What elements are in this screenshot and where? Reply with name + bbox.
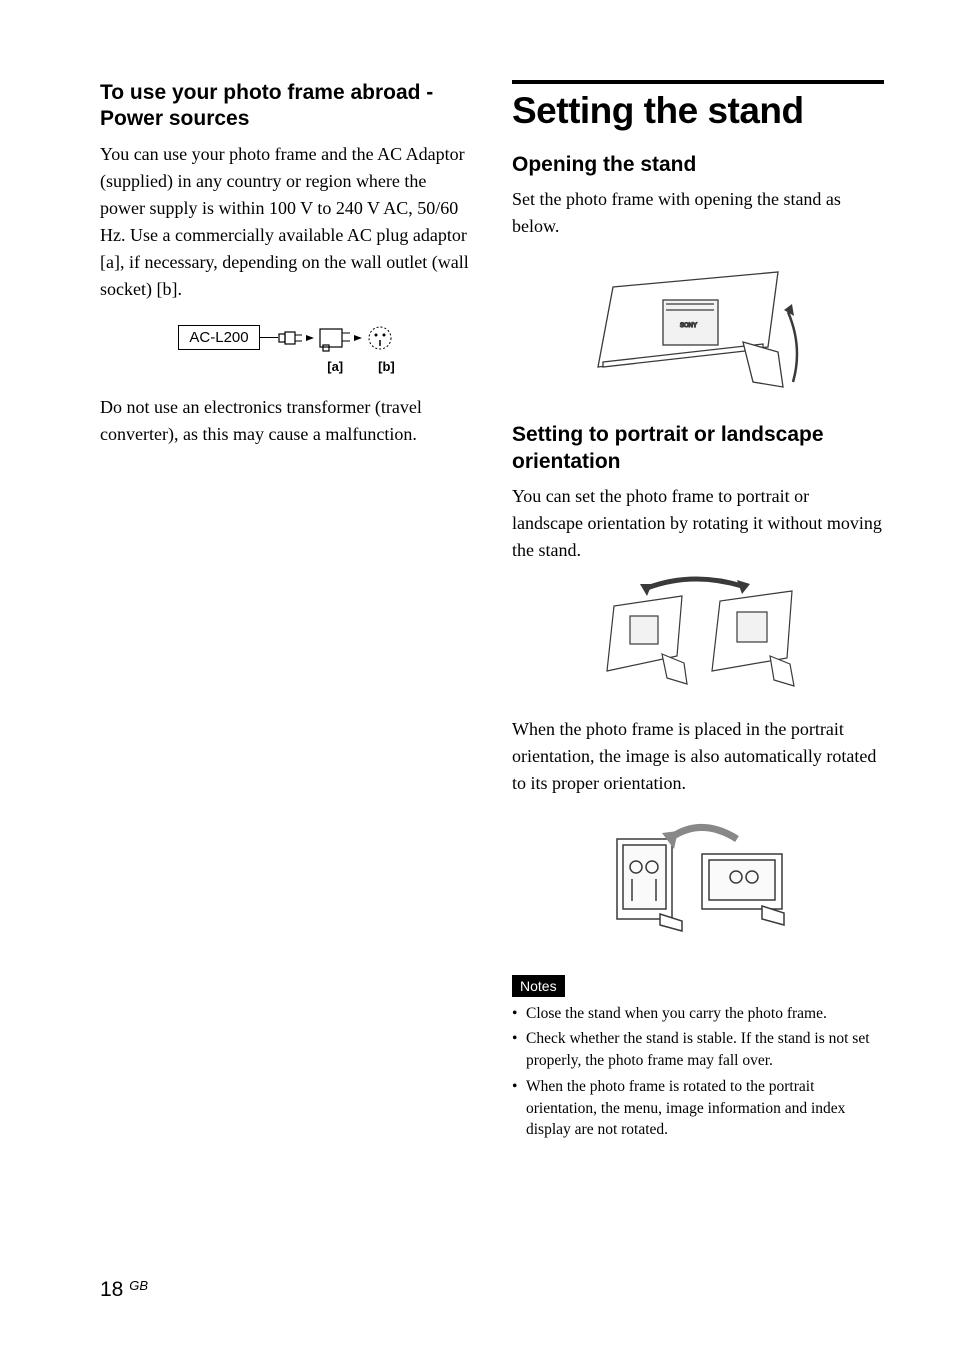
adaptor-block-icon <box>318 323 352 353</box>
left-subhead: To use your photo frame abroad - Power s… <box>100 80 472 133</box>
figure-stand-open: SONY <box>568 252 828 402</box>
figure-auto-rotate <box>602 809 792 939</box>
list-item: Close the stand when you carry the photo… <box>512 1003 884 1025</box>
diagram-label-a: [a] <box>327 359 343 374</box>
heading-rule <box>512 80 884 84</box>
page-num: 18 <box>100 1278 123 1301</box>
left-para1: You can use your photo frame and the AC … <box>100 141 472 303</box>
plug-jack-icon <box>278 329 304 347</box>
adaptor-diagram: AC-L200 <box>100 323 472 353</box>
adaptor-model-label: AC-L200 <box>178 325 259 350</box>
list-item: Check whether the stand is stable. If th… <box>512 1028 884 1071</box>
diagram-label-b: [b] <box>378 359 395 374</box>
left-para2: Do not use an electronics transformer (t… <box>100 394 472 448</box>
page-number: 18 GB <box>100 1278 148 1302</box>
figure-rotate-stand <box>592 576 802 696</box>
notes-list: Close the stand when you carry the photo… <box>512 1003 884 1141</box>
right-para2: You can set the photo frame to portrait … <box>512 483 884 564</box>
right-subhead1: Opening the stand <box>512 152 884 178</box>
svg-text:SONY: SONY <box>680 323 697 329</box>
arrow-icon <box>304 333 318 343</box>
notes-label: Notes <box>512 975 565 997</box>
right-para3: When the photo frame is placed in the po… <box>512 716 884 797</box>
list-item: When the photo frame is rotated to the p… <box>512 1076 884 1141</box>
page-lang: GB <box>129 1278 148 1293</box>
right-para1: Set the photo frame with opening the sta… <box>512 186 884 240</box>
arrow-icon <box>352 333 366 343</box>
wall-socket-icon <box>366 324 394 352</box>
right-subhead2: Setting to portrait or landscape orienta… <box>512 422 884 475</box>
main-heading: Setting the stand <box>512 90 884 132</box>
